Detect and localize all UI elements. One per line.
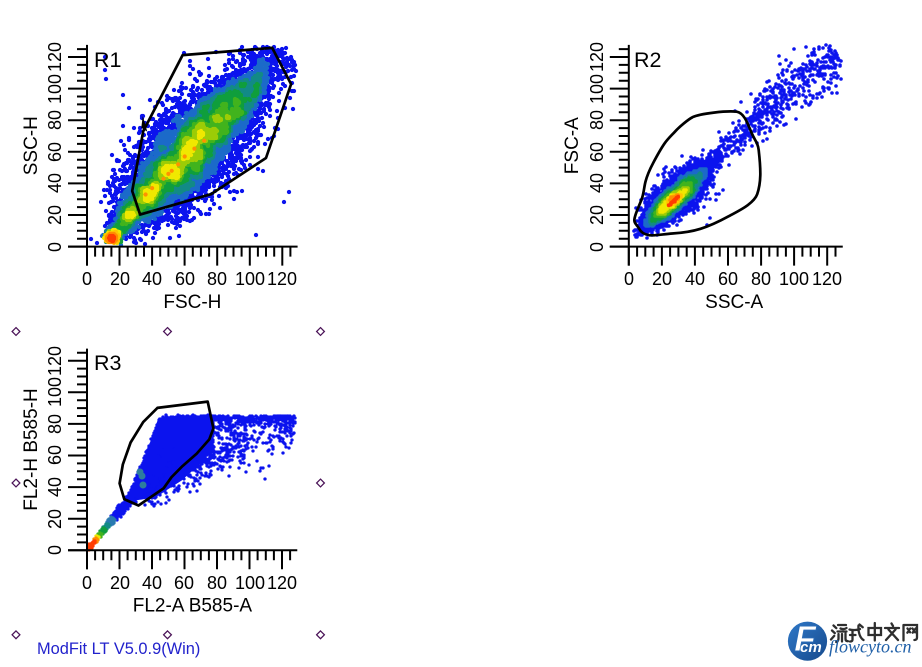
svg-text:FL2-H B585-H: FL2-H B585-H: [21, 388, 42, 511]
svg-text:ModFit LT V5.0.9(Win): ModFit LT V5.0.9(Win): [37, 640, 200, 658]
svg-text:0: 0: [587, 242, 607, 252]
svg-text:120: 120: [45, 346, 65, 376]
svg-text:120: 120: [45, 42, 65, 72]
svg-text:0: 0: [45, 545, 65, 555]
svg-text:40: 40: [685, 269, 705, 289]
svg-text:0: 0: [624, 269, 634, 289]
svg-text:100: 100: [587, 74, 607, 104]
svg-text:40: 40: [587, 173, 607, 193]
svg-text:80: 80: [751, 269, 771, 289]
svg-text:20: 20: [110, 573, 130, 593]
svg-text:20: 20: [110, 269, 130, 289]
svg-text:80: 80: [207, 573, 227, 593]
svg-text:100: 100: [235, 269, 265, 289]
svg-text:R1: R1: [94, 48, 121, 72]
svg-text:40: 40: [45, 173, 65, 193]
svg-text:R2: R2: [634, 48, 661, 72]
svg-text:SSC-H: SSC-H: [21, 116, 42, 175]
svg-text:120: 120: [267, 573, 297, 593]
svg-text:40: 40: [142, 573, 162, 593]
svg-text:100: 100: [45, 74, 65, 104]
svg-text:80: 80: [587, 110, 607, 130]
svg-text:100: 100: [779, 269, 809, 289]
svg-text:20: 20: [652, 269, 672, 289]
svg-text:60: 60: [45, 445, 65, 465]
svg-text:flowcyto.cn: flowcyto.cn: [829, 637, 911, 657]
svg-text:F: F: [794, 618, 817, 659]
svg-text:60: 60: [587, 142, 607, 162]
svg-text:40: 40: [142, 269, 162, 289]
svg-text:60: 60: [45, 142, 65, 162]
svg-text:120: 120: [587, 42, 607, 72]
svg-text:60: 60: [174, 573, 194, 593]
svg-text:100: 100: [45, 377, 65, 407]
svg-text:0: 0: [82, 269, 92, 289]
svg-text:FSC-H: FSC-H: [163, 292, 221, 313]
svg-text:FL2-A B585-A: FL2-A B585-A: [133, 596, 253, 617]
svg-text:80: 80: [45, 414, 65, 434]
svg-text:80: 80: [45, 110, 65, 130]
svg-text:FSC-A: FSC-A: [562, 117, 583, 174]
svg-text:120: 120: [267, 269, 297, 289]
svg-text:60: 60: [718, 269, 738, 289]
svg-text:R3: R3: [94, 351, 122, 375]
svg-text:20: 20: [587, 205, 607, 225]
svg-text:120: 120: [812, 269, 842, 289]
svg-text:SSC-A: SSC-A: [705, 292, 763, 313]
svg-text:80: 80: [207, 269, 227, 289]
svg-text:cm: cm: [800, 639, 822, 656]
svg-text:0: 0: [82, 573, 92, 593]
svg-text:60: 60: [175, 269, 195, 289]
svg-text:20: 20: [45, 205, 65, 225]
svg-text:0: 0: [45, 242, 65, 252]
svg-text:40: 40: [45, 477, 65, 497]
svg-text:100: 100: [235, 573, 265, 593]
svg-text:20: 20: [45, 509, 65, 529]
